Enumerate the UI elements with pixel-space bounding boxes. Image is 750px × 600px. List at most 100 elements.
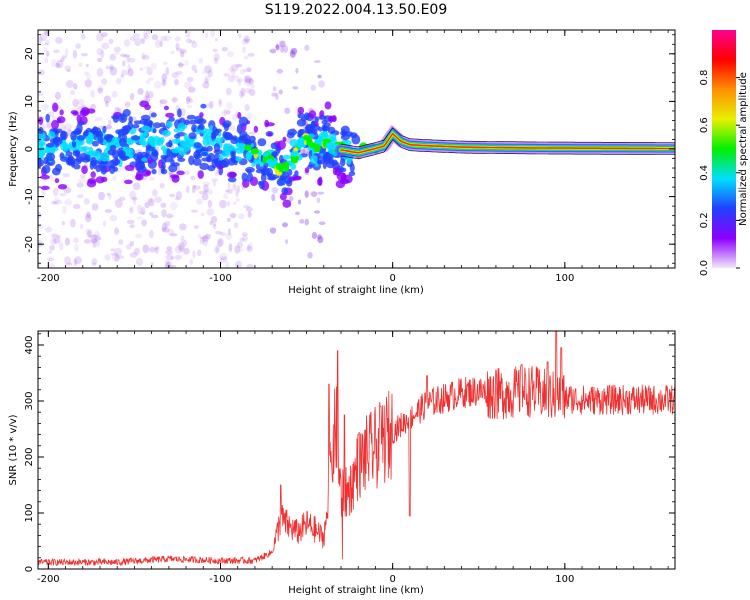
heatmap-noise-blob <box>108 38 114 45</box>
heatmap-noise-blob <box>132 182 141 191</box>
heatmap-band-blob <box>218 153 224 161</box>
heatmap-noise-blob <box>100 32 108 38</box>
heatmap-noise-blob <box>210 216 218 223</box>
heatmap-noise-blob <box>186 76 194 83</box>
heatmap-noise-blob <box>146 198 153 204</box>
heatmap-noise-blob <box>123 39 131 47</box>
heatmap-noise-blob <box>219 257 228 263</box>
heatmap-y-tick-label: -10 <box>24 188 35 204</box>
heatmap-noise-blob <box>38 223 44 229</box>
heatmap-noise-blob <box>238 213 245 220</box>
heatmap-ridge-spot <box>262 158 267 164</box>
heatmap-noise-blob <box>140 206 146 216</box>
heatmap-band-blob <box>231 135 238 141</box>
heatmap-noise-blob <box>250 84 255 89</box>
heatmap-band-blob <box>168 116 175 122</box>
heatmap-noise-blob <box>48 263 55 268</box>
heatmap-noise-blob <box>53 49 60 53</box>
heatmap-noise-blob <box>310 84 317 91</box>
heatmap-band-blob <box>294 170 299 177</box>
heatmap-noise-blob <box>151 34 159 41</box>
heatmap-noise-blob <box>316 197 321 203</box>
heatmap-noise-blob <box>45 50 50 57</box>
heatmap-noise-blob <box>239 90 244 99</box>
heatmap-band-blob <box>349 132 358 139</box>
heatmap-noise-blob <box>145 90 150 99</box>
heatmap-band-blob <box>228 147 239 152</box>
heatmap-noise-blob <box>291 47 298 55</box>
heatmap-noise-blob <box>227 188 233 194</box>
heatmap-band-blob <box>60 130 67 140</box>
snr-y-tick-label: 0 <box>24 566 35 572</box>
heatmap-band-blob <box>160 156 167 165</box>
heatmap-noise-blob <box>89 234 96 238</box>
heatmap-noise-blob <box>175 190 183 200</box>
heatmap-noise-blob <box>226 201 231 207</box>
heatmap-noise-blob <box>202 81 210 89</box>
heatmap-band-blob <box>141 157 148 162</box>
heatmap-noise-blob <box>172 96 178 104</box>
heatmap-noise-blob <box>129 240 135 247</box>
heatmap-band-blob <box>44 146 51 154</box>
heatmap-noise-blob <box>78 62 83 68</box>
heatmap-noise-blob <box>170 264 177 268</box>
heatmap-noise-blob <box>154 245 160 251</box>
heatmap-noise-blob <box>243 205 251 209</box>
heatmap-band-blob <box>245 166 255 173</box>
heatmap-band-blob <box>349 163 355 173</box>
heatmap-noise-blob <box>96 47 104 55</box>
heatmap-noise-blob <box>228 67 234 72</box>
heatmap-y-label: Frequency (Hz) <box>8 111 19 187</box>
heatmap-noise-blob <box>276 68 283 74</box>
heatmap-noise-blob <box>148 197 155 207</box>
heatmap-band-blob <box>212 126 218 134</box>
heatmap-noise-blob <box>76 194 84 199</box>
colorbar: 0.0 0.2 0.4 0.6 0.8 Normalized spectral ampl… <box>699 30 749 276</box>
heatmap-noise-blob <box>80 174 86 179</box>
heatmap-noise-blob <box>201 235 209 243</box>
heatmap-band-blob <box>201 151 208 157</box>
heatmap-band-blob <box>145 144 152 150</box>
heatmap-noise-blob <box>178 244 185 253</box>
heatmap-noise-blob <box>279 40 286 48</box>
chart-title: S119.2022.004.13.50.E09 <box>265 2 448 18</box>
heatmap-noise-blob <box>114 107 123 111</box>
heatmap-noise-blob <box>129 93 135 101</box>
heatmap-noise-blob <box>318 80 325 88</box>
heatmap-noise-blob <box>109 214 118 222</box>
heatmap-band-blob <box>296 118 307 127</box>
heatmap-noise-blob <box>175 47 183 52</box>
heatmap-noise-blob <box>149 229 154 239</box>
heatmap-noise-blob <box>235 189 239 198</box>
heatmap-noise-blob <box>64 48 69 57</box>
heatmap-band-blob <box>42 164 51 174</box>
heatmap-noise-blob <box>282 45 289 54</box>
heatmap-noise-blob <box>237 78 242 86</box>
heatmap-band-blob <box>294 175 302 180</box>
heatmap-band-blob <box>147 136 156 145</box>
heatmap-band-blob <box>253 125 259 133</box>
heatmap-noise-blob <box>295 67 299 74</box>
heatmap-noise-blob <box>299 148 306 155</box>
heatmap-x-tick-label: -200 <box>37 273 60 284</box>
heatmap-band-blob <box>86 108 96 114</box>
heatmap-noise-blob <box>209 220 213 226</box>
heatmap-noise-blob <box>196 198 203 205</box>
heatmap-noise-blob <box>317 74 322 79</box>
heatmap-noise-blob <box>174 196 180 201</box>
heatmap-noise-blob <box>189 258 194 265</box>
heatmap-noise-blob <box>201 70 207 75</box>
heatmap-band-blob <box>188 119 198 125</box>
heatmap-band-blob <box>135 160 146 171</box>
heatmap-band-blob <box>321 130 329 138</box>
heatmap-noise-blob <box>244 78 252 87</box>
heatmap-band-blob <box>89 160 94 170</box>
heatmap-noise-blob <box>153 81 162 89</box>
heatmap-noise-blob <box>51 233 59 239</box>
heatmap-noise-blob <box>223 108 227 117</box>
heatmap-noise-blob <box>154 196 163 203</box>
heatmap-noise-blob <box>185 96 192 102</box>
heatmap-noise-blob <box>98 191 106 201</box>
